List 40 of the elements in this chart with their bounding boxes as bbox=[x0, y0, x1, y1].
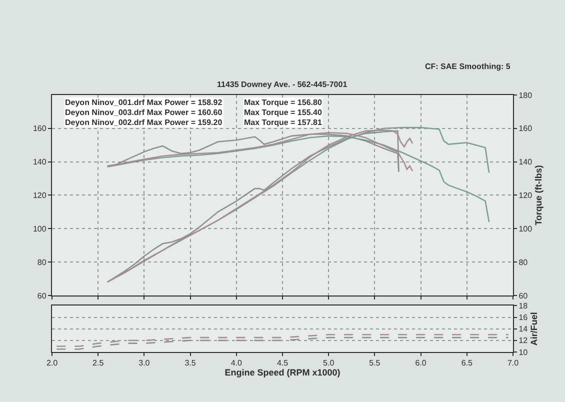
annotation: Max Torque = 156.80 bbox=[244, 98, 322, 107]
x-tick-label: 3.0 bbox=[138, 358, 150, 368]
y2-tick-label: 80 bbox=[518, 258, 528, 267]
y2-tick-label: 16 bbox=[518, 313, 528, 322]
x-tick-label: 6.0 bbox=[415, 358, 427, 368]
y2-tick-label: 100 bbox=[518, 224, 533, 234]
y2-tick-label: 10 bbox=[518, 348, 528, 357]
chart-subtitle: 11435 Downey Ave. - 562-445-7001 bbox=[217, 80, 348, 89]
x-tick-label: 2.0 bbox=[46, 358, 58, 368]
x-tick-label: 6.5 bbox=[461, 358, 474, 368]
y2-axis-title: Torque (ft-lbs) bbox=[533, 165, 544, 226]
y-tick-label: 120 bbox=[32, 191, 47, 200]
y2-tick-label: 160 bbox=[518, 124, 533, 134]
y-tick-label: 100 bbox=[32, 224, 47, 234]
annotation: Deyon Ninov_001.drf Max Power = 158.92 bbox=[65, 98, 223, 107]
y2-tick-label: 120 bbox=[518, 191, 533, 200]
x-tick-label: 5.5 bbox=[369, 358, 381, 368]
x-tick-label: 3.5 bbox=[184, 358, 196, 368]
y2-axis-title: Air/Fuel bbox=[528, 312, 539, 346]
y2-tick-label: 12 bbox=[518, 336, 528, 346]
annotation: Deyon Ninov_002.drf Max Power = 159.20 bbox=[65, 118, 223, 127]
x-axis-title: Engine Speed (RPM x1000) bbox=[224, 368, 340, 378]
y2-tick-label: 60 bbox=[518, 291, 528, 300]
x-tick-label: 7.0 bbox=[507, 358, 520, 368]
annotation: Max Torque = 155.40 bbox=[244, 108, 322, 117]
y2-tick-label: 14 bbox=[518, 324, 528, 334]
x-tick-label: 4.5 bbox=[276, 358, 289, 368]
text: CF: SAE Smoothing: 5 bbox=[425, 62, 511, 71]
y-tick-label: 160 bbox=[32, 124, 47, 134]
y-tick-label: 60 bbox=[37, 291, 47, 300]
x-tick-label: 2.5 bbox=[92, 358, 104, 368]
y-tick-label: 80 bbox=[37, 258, 47, 267]
y2-tick-label: 140 bbox=[518, 158, 533, 167]
x-tick-label: 5.0 bbox=[323, 358, 335, 368]
y-tick-label: 140 bbox=[32, 158, 47, 167]
y2-tick-label: 180 bbox=[518, 90, 533, 100]
x-tick-label: 4.0 bbox=[230, 358, 243, 368]
annotation: Deyon Ninov_003.drf Max Power = 160.60 bbox=[65, 108, 223, 117]
annotation: Max Torque = 157.81 bbox=[244, 118, 322, 127]
y2-tick-label: 18 bbox=[518, 302, 528, 311]
